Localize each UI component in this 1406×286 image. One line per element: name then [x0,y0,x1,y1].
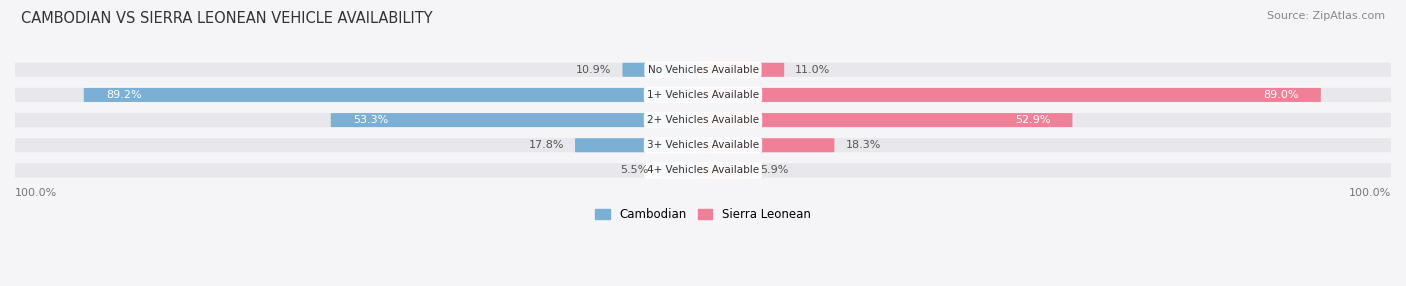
FancyBboxPatch shape [697,113,1073,127]
FancyBboxPatch shape [659,163,709,177]
Text: 17.8%: 17.8% [529,140,564,150]
FancyBboxPatch shape [697,88,1320,102]
Text: 53.3%: 53.3% [353,115,388,125]
FancyBboxPatch shape [697,163,749,177]
FancyBboxPatch shape [697,138,834,152]
FancyBboxPatch shape [4,163,1402,178]
FancyBboxPatch shape [575,138,709,152]
Text: 89.2%: 89.2% [105,90,142,100]
FancyBboxPatch shape [697,63,785,77]
FancyBboxPatch shape [4,138,1402,152]
Text: 1+ Vehicles Available: 1+ Vehicles Available [647,90,759,100]
Text: Source: ZipAtlas.com: Source: ZipAtlas.com [1267,11,1385,21]
FancyBboxPatch shape [623,63,709,77]
Text: No Vehicles Available: No Vehicles Available [648,65,758,75]
Text: 10.9%: 10.9% [576,65,612,75]
Text: 18.3%: 18.3% [845,140,880,150]
Text: 2+ Vehicles Available: 2+ Vehicles Available [647,115,759,125]
Text: 52.9%: 52.9% [1015,115,1050,125]
Text: 100.0%: 100.0% [15,188,58,198]
Text: CAMBODIAN VS SIERRA LEONEAN VEHICLE AVAILABILITY: CAMBODIAN VS SIERRA LEONEAN VEHICLE AVAI… [21,11,433,26]
Legend: Cambodian, Sierra Leonean: Cambodian, Sierra Leonean [589,202,817,227]
FancyBboxPatch shape [330,113,709,127]
Text: 5.9%: 5.9% [761,165,789,175]
FancyBboxPatch shape [4,88,1402,102]
Text: 5.5%: 5.5% [620,165,648,175]
Text: 89.0%: 89.0% [1264,90,1299,100]
Text: 4+ Vehicles Available: 4+ Vehicles Available [647,165,759,175]
FancyBboxPatch shape [4,113,1402,127]
Text: 100.0%: 100.0% [1348,188,1391,198]
FancyBboxPatch shape [84,88,709,102]
Text: 11.0%: 11.0% [796,65,831,75]
FancyBboxPatch shape [4,63,1402,77]
Text: 3+ Vehicles Available: 3+ Vehicles Available [647,140,759,150]
